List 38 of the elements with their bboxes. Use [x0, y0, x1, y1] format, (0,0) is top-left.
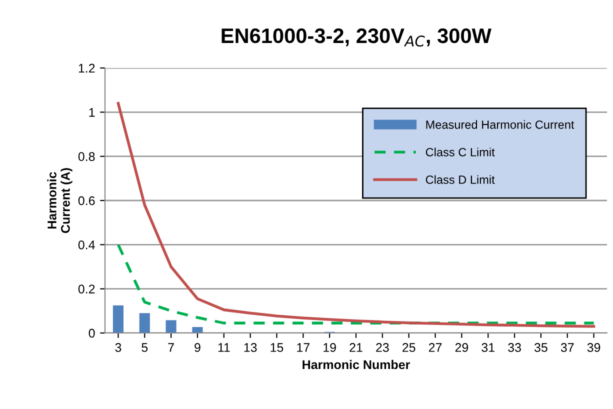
x-tick-label: 3	[115, 343, 122, 352]
chart-title: EN61000-3-2, 230V$_{AC}$, 300W	[222, 28, 492, 47]
x-tick-label: 23	[376, 343, 389, 352]
x-tick-label: 19	[324, 343, 336, 352]
x-tick-label: 15	[270, 343, 284, 352]
x-tick-label: 37	[560, 343, 574, 352]
x-tick-label: 21	[350, 343, 362, 352]
y-tick-label: 0.4	[78, 240, 95, 250]
legend-label: Class D Limit	[426, 175, 495, 184]
bar	[192, 327, 203, 333]
x-tick-label: 29	[455, 343, 468, 352]
x-tick-label: 27	[428, 343, 442, 352]
x-tick-label: 25	[402, 343, 416, 352]
line-series	[116, 243, 596, 324]
y-tick-label: 1.2	[78, 64, 95, 73]
x-tick-label: 11	[218, 343, 230, 352]
y-tick-label: 0.2	[78, 284, 95, 294]
bar	[166, 320, 176, 333]
bar	[112, 305, 124, 333]
x-tick-label: 39	[587, 343, 600, 352]
x-tick-label: 5	[142, 343, 148, 352]
legend-label: Measured Harmonic Current	[426, 120, 574, 129]
x-axis-title: Harmonic Number	[302, 360, 410, 370]
y-tick-label: 0.8	[78, 152, 95, 161]
y-tick-label: 0.6	[78, 196, 95, 206]
x-tick-label: 13	[244, 343, 257, 352]
line-series	[116, 102, 596, 328]
x-tick-label: 17	[297, 343, 310, 352]
x-tick-label: 33	[508, 343, 521, 352]
y-axis-title: Harmonic Current (A)	[47, 168, 72, 233]
y-tick-label: 1	[89, 108, 95, 117]
x-tick-label: 9	[194, 343, 200, 352]
x-tick-label: 31	[482, 343, 494, 352]
x-tick-label: 7	[168, 343, 174, 352]
bar	[139, 313, 150, 333]
x-tick-label: 35	[534, 343, 548, 352]
y-tick-label: 0	[88, 328, 95, 338]
legend-label: Class C Limit	[426, 148, 495, 156]
